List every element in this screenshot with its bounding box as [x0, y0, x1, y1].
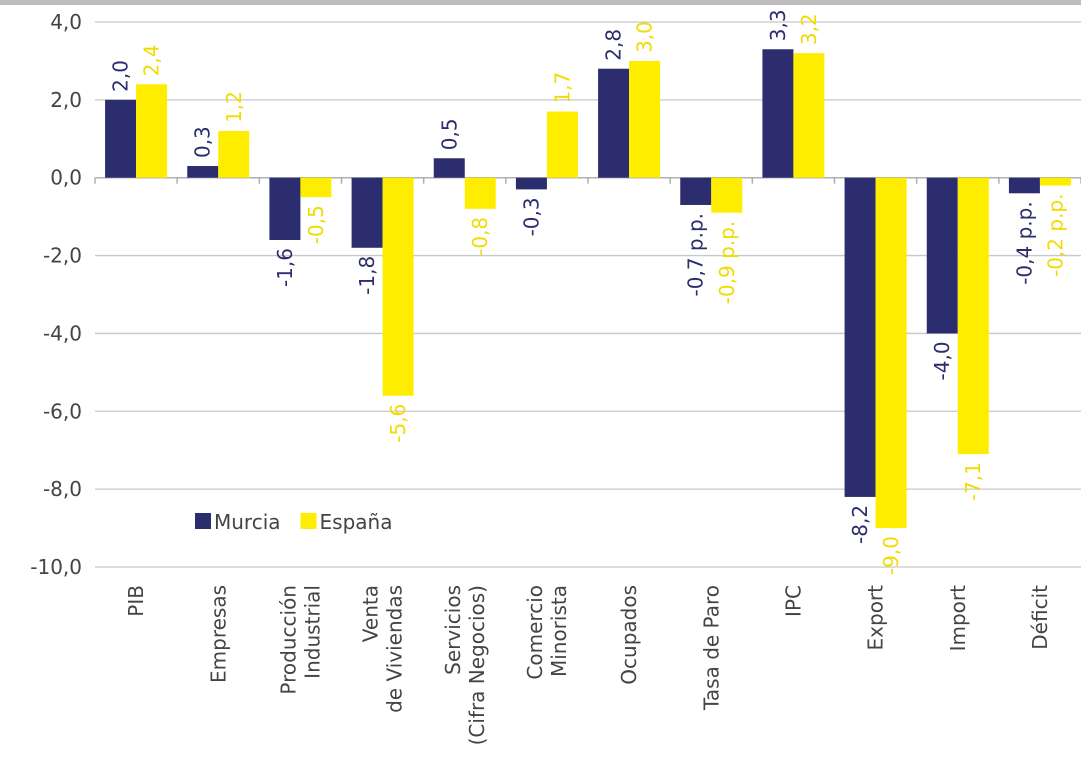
bar	[680, 177, 712, 205]
bar	[711, 177, 743, 213]
value-label: -1,6	[273, 248, 297, 287]
x-tick-label: Empresas	[206, 585, 230, 683]
x-tick-label: Import	[946, 585, 970, 652]
bar	[1008, 177, 1040, 194]
bar	[957, 177, 989, 455]
value-label: -0,9 p.p.	[715, 221, 739, 305]
value-label: 1,2	[222, 91, 246, 123]
legend-swatch	[300, 513, 317, 529]
value-label: -7,1	[961, 462, 985, 501]
bar	[875, 177, 907, 529]
bar	[105, 99, 137, 178]
value-label: 2,8	[602, 29, 626, 61]
x-tick-label: Ocupados	[617, 585, 641, 685]
value-label: 2,0	[109, 60, 133, 92]
bar	[793, 53, 825, 178]
x-tick-label: Export	[864, 585, 888, 651]
value-label: -0,3	[519, 197, 543, 236]
y-tick-label: -4,0	[43, 321, 82, 345]
value-label: 1,7	[550, 72, 574, 104]
bar	[762, 49, 794, 178]
value-label: 3,3	[766, 9, 790, 41]
y-tick-label: -8,0	[43, 477, 82, 501]
value-label: 2,4	[140, 44, 164, 76]
value-label: -0,5	[304, 205, 328, 244]
bar	[598, 68, 630, 178]
bar	[515, 177, 547, 190]
value-label: 0,5	[437, 118, 461, 150]
bar	[300, 177, 332, 198]
bar	[351, 177, 383, 248]
value-label: -1,8	[355, 256, 379, 295]
x-tick-label: ProducciónIndustrial	[276, 585, 324, 695]
x-tick-label: Ventade Viviendas	[359, 585, 407, 713]
y-tick-label: 0,0	[50, 166, 82, 190]
x-tick-label: IPC	[781, 585, 805, 617]
value-label: -0,2 p.p.	[1043, 194, 1067, 278]
bar	[218, 131, 250, 178]
value-label: -0,7 p.p.	[684, 213, 708, 297]
bar	[136, 84, 168, 178]
x-tick-label: Servicios(Cifra Negocios)	[441, 585, 489, 745]
value-label: 3,0	[633, 21, 657, 53]
y-tick-label: -2,0	[43, 244, 82, 268]
bar	[464, 177, 496, 209]
legend-label: Murcia	[214, 510, 281, 534]
bar	[629, 60, 661, 178]
x-tick-label: ComercioMinorista	[523, 585, 571, 680]
bar	[187, 166, 219, 178]
x-tick-label: PIB	[124, 585, 148, 617]
bar	[926, 177, 958, 334]
value-label: -5,6	[386, 404, 410, 443]
value-label: -8,2	[848, 505, 872, 544]
x-tick-label: Déficit	[1028, 585, 1052, 650]
bar	[1039, 177, 1071, 186]
y-tick-label: -6,0	[43, 399, 82, 423]
value-label: -0,8	[468, 217, 492, 256]
bar	[546, 111, 578, 178]
value-label: 0,3	[191, 126, 215, 158]
bar	[269, 177, 301, 240]
legend-swatch	[195, 513, 211, 529]
value-label: -4,0	[930, 341, 954, 380]
bar	[382, 177, 414, 396]
legend-label: España	[320, 510, 393, 534]
value-label: 3,2	[797, 13, 821, 45]
value-label: -0,4 p.p.	[1012, 201, 1036, 284]
top-border	[0, 0, 1081, 5]
y-tick-label: 4,0	[50, 10, 82, 34]
value-label: -9,0	[879, 536, 903, 575]
bar	[433, 158, 465, 178]
bar	[844, 177, 876, 497]
x-tick-label: Tasa de Paro	[699, 585, 723, 711]
y-tick-label: -10,0	[30, 555, 82, 579]
y-tick-label: 2,0	[50, 88, 82, 112]
